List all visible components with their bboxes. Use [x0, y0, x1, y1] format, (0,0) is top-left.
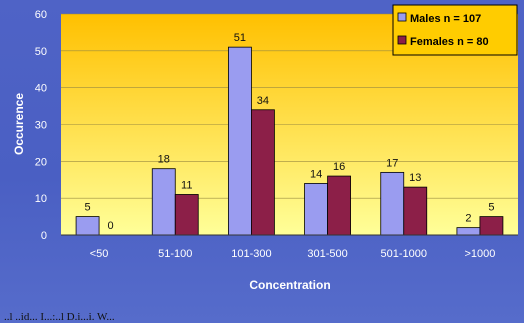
x-tick-label: 501-1000: [381, 248, 428, 260]
legend-box: [392, 4, 518, 56]
y-tick-label: 20: [35, 156, 47, 168]
data-label-males: 14: [310, 168, 322, 180]
bar-males: [380, 171, 405, 236]
y-tick-label: 60: [35, 9, 47, 21]
legend: Males n = 107 Females n = 80: [392, 4, 518, 56]
y-tick-label: 10: [35, 193, 47, 205]
data-label-females: 5: [488, 202, 494, 214]
x-tick-labels: <50 51-100 101-300 301-500 501-1000 >1000: [90, 248, 496, 260]
data-label-females: 13: [409, 172, 421, 184]
data-label-males: 17: [386, 157, 398, 169]
x-tick-label: 101-300: [231, 248, 271, 260]
bar-females: [403, 186, 428, 236]
legend-swatch-males: [397, 12, 407, 22]
legend-swatch-females: [397, 35, 407, 45]
legend-label-females: Females n = 80: [410, 36, 489, 48]
bar-males: [75, 216, 100, 236]
footer-text: ..l ..id... I...:..l D.i...i. W...: [4, 311, 115, 323]
bar-males: [151, 168, 176, 236]
bar-males: [456, 227, 481, 236]
y-tick-label: 30: [35, 120, 47, 132]
y-tick-labels: 0 10 20 30 40 50 60: [35, 9, 47, 242]
bar-males: [228, 46, 252, 236]
y-tick-label: 40: [35, 83, 47, 95]
data-label-males: 2: [465, 213, 471, 225]
data-label-females: 16: [333, 161, 345, 173]
data-label-females: 11: [181, 179, 192, 191]
data-label-males: 18: [158, 154, 170, 166]
bars: 5 0 18 11 51 34 14 16 17 13 2 5: [75, 32, 504, 236]
data-label-males: 5: [85, 202, 91, 214]
x-axis-title: Concentration: [249, 278, 330, 292]
legend-label-males: Males n = 107: [410, 13, 481, 25]
bar-females: [479, 216, 504, 236]
y-tick-label: 0: [41, 230, 47, 242]
y-axis-title: Occurence: [12, 93, 26, 155]
x-tick-label: 301-500: [307, 248, 347, 260]
y-tick-label: 50: [35, 46, 47, 58]
data-label-females: 0: [108, 220, 114, 232]
bar-females: [174, 194, 199, 236]
bar-females: [327, 175, 351, 236]
x-tick-label: 51-100: [158, 248, 192, 260]
x-tick-label: <50: [90, 248, 109, 260]
data-label-males: 51: [234, 32, 246, 44]
bar-males: [304, 183, 328, 236]
data-label-females: 34: [257, 95, 269, 107]
x-tick-label: >1000: [464, 248, 495, 260]
bar-females: [251, 109, 275, 236]
